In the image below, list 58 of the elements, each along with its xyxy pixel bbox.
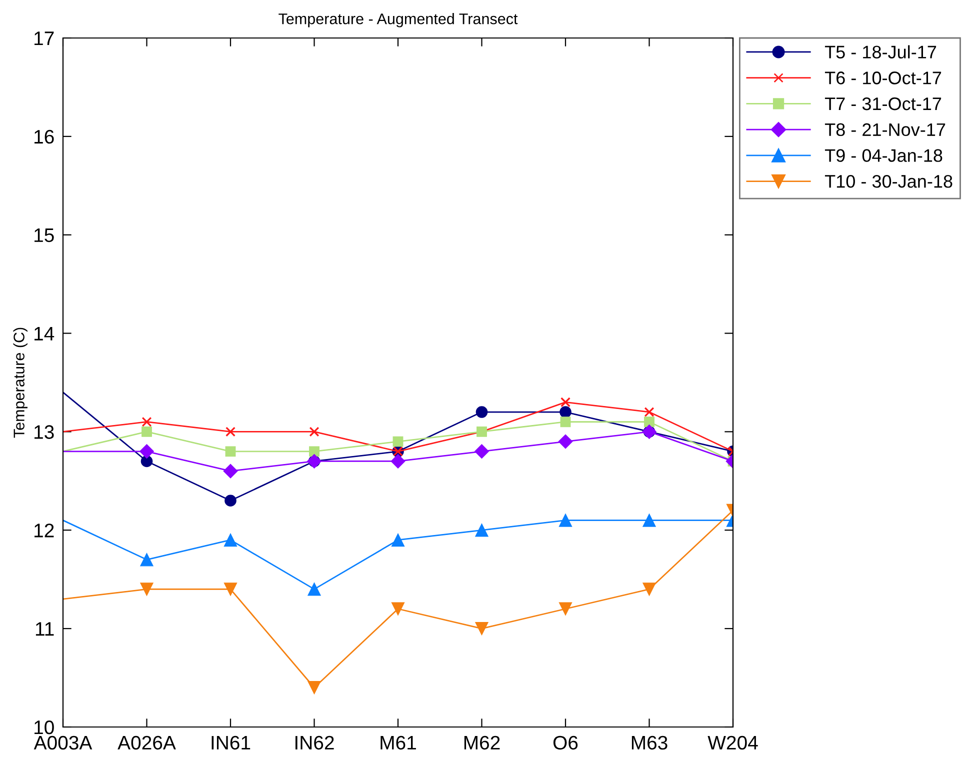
point bbox=[558, 434, 573, 449]
legend-label: T10 - 30-Jan-18 bbox=[824, 174, 952, 188]
point bbox=[140, 444, 154, 459]
point bbox=[558, 514, 572, 527]
point bbox=[224, 533, 238, 547]
point bbox=[309, 446, 320, 457]
point bbox=[476, 406, 488, 418]
point bbox=[223, 464, 238, 478]
point bbox=[558, 602, 572, 616]
point bbox=[308, 582, 321, 596]
point bbox=[140, 582, 154, 596]
point bbox=[224, 582, 238, 596]
point bbox=[475, 524, 488, 537]
point bbox=[226, 426, 236, 437]
x-tick-label: W204 bbox=[708, 736, 758, 750]
y-tick-label: 14 bbox=[34, 326, 54, 340]
point bbox=[142, 416, 152, 427]
x-tick-label: O6 bbox=[553, 736, 578, 750]
y-tick-label: 10 bbox=[34, 720, 54, 734]
point bbox=[644, 407, 654, 418]
point bbox=[560, 406, 572, 418]
x-tick-label: M62 bbox=[464, 736, 500, 750]
point bbox=[224, 494, 236, 507]
legend-label: T6 - 10-Oct-17 bbox=[824, 72, 942, 84]
point bbox=[309, 426, 320, 437]
y-axis-title: Temperature (C) bbox=[13, 328, 28, 438]
point bbox=[560, 397, 570, 408]
x-tick-label: A003A bbox=[34, 736, 92, 750]
point bbox=[391, 602, 405, 616]
y-tick-label: 17 bbox=[34, 32, 54, 46]
point bbox=[142, 426, 152, 437]
point bbox=[390, 454, 406, 468]
x-tick-label: A026A bbox=[118, 736, 176, 750]
point bbox=[642, 582, 656, 596]
y-tick-label: 16 bbox=[34, 130, 54, 144]
chart-title: Temperature - Augmented Transect bbox=[278, 13, 518, 28]
point bbox=[560, 416, 571, 428]
point bbox=[308, 681, 321, 694]
point bbox=[475, 622, 488, 636]
point bbox=[474, 444, 489, 459]
point bbox=[225, 446, 236, 457]
legend-label: T5 - 18-Jul-17 bbox=[824, 45, 936, 58]
y-tick-label: 15 bbox=[34, 228, 54, 242]
y-tick-label: 11 bbox=[36, 622, 54, 636]
point bbox=[642, 514, 656, 527]
y-tick-label: 13 bbox=[34, 425, 54, 439]
legend-label: T7 - 31-Oct-17 bbox=[824, 97, 942, 110]
y-tick-label: 12 bbox=[34, 524, 54, 538]
legend-label: T8 - 21-Nov-17 bbox=[824, 123, 946, 136]
x-tick-label: M61 bbox=[380, 736, 416, 750]
point bbox=[140, 553, 154, 566]
x-tick-label: M63 bbox=[632, 736, 668, 750]
legend-label: T9 - 04-Jan-18 bbox=[824, 149, 942, 162]
point bbox=[644, 416, 654, 428]
point bbox=[391, 533, 405, 547]
x-tick-label: IN62 bbox=[296, 736, 334, 750]
point bbox=[392, 436, 404, 447]
x-tick-label: IN61 bbox=[212, 736, 250, 750]
